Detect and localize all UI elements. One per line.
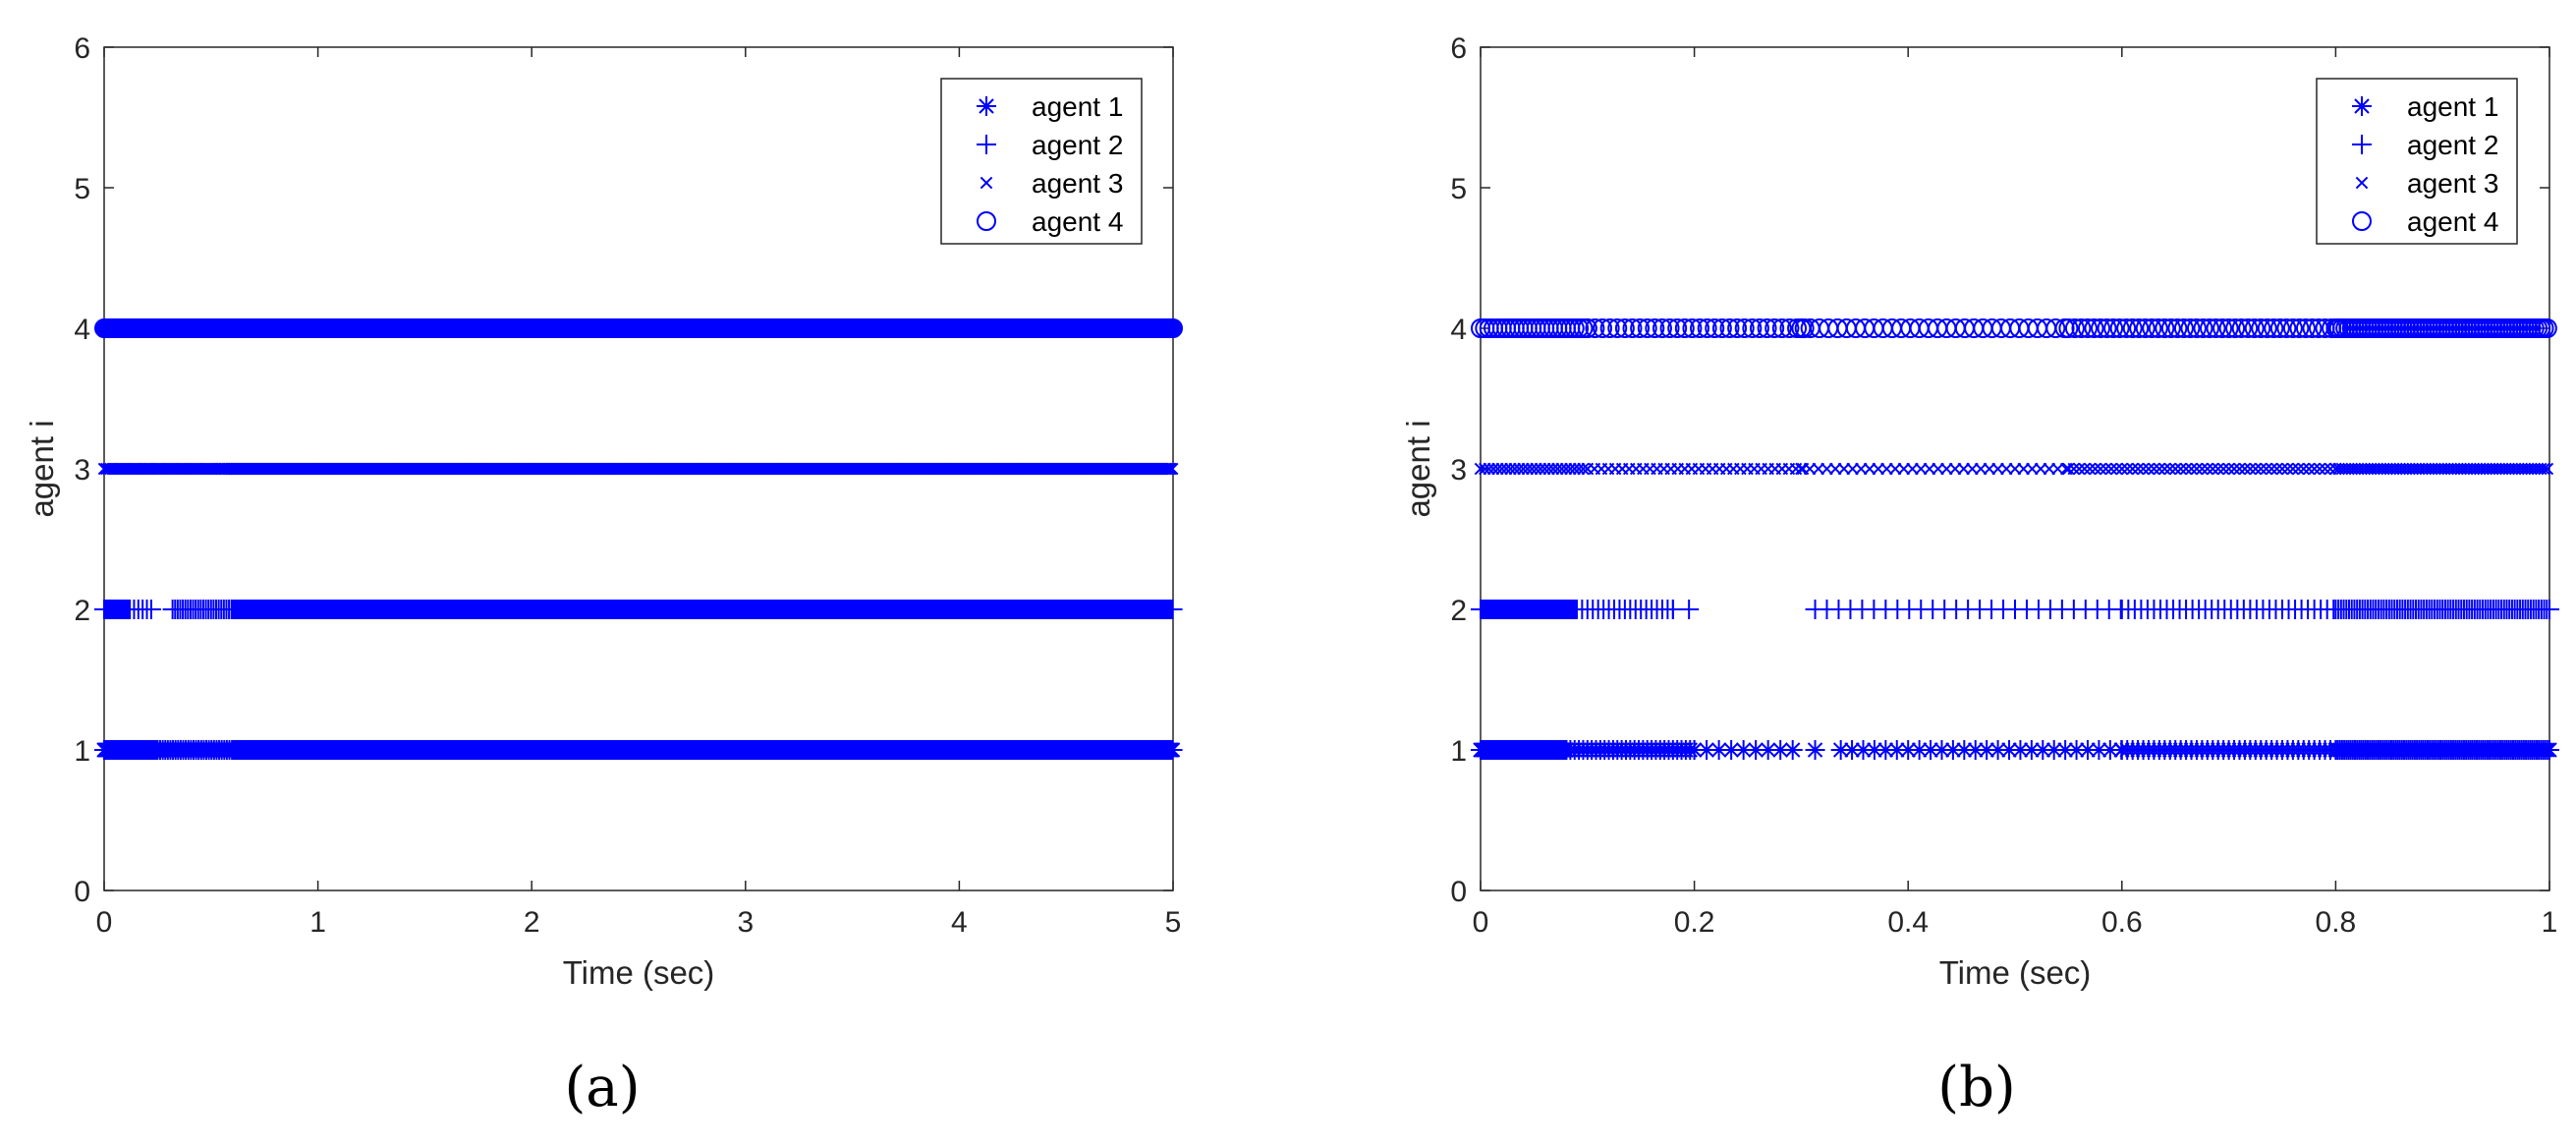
x-axis-label: Time (sec) [1939,954,2092,991]
x-tick-label: 0 [96,906,113,939]
x-tick-label: 0.8 [2316,906,2357,939]
x-tick-label: 0.2 [1674,906,1715,939]
data-point [1805,740,1825,760]
y-tick-label: 6 [74,32,90,65]
y-tick-label: 6 [1450,32,1467,65]
legend-entry: agent 3 [2407,168,2498,199]
series-plus [94,600,1183,619]
y-tick-label: 3 [1450,454,1467,487]
x-tick-label: 1 [2542,906,2558,939]
y-tick-label: 3 [74,454,90,487]
x-tick-label: 4 [951,906,968,939]
legend-entry: agent 4 [2407,206,2498,237]
y-tick-label: 5 [74,173,90,205]
legend-marker-asterisk [2352,96,2372,116]
x-tick-label: 0 [1473,906,1489,939]
series-asterisk [1471,740,2559,760]
panel-b: 0 0.2 0.4 0.6 0.8 1 0 1 2 3 4 5 6 Time (sec) agent i ag… [1400,32,2559,991]
legend-entry: agent 3 [1032,168,1123,199]
data-point [1162,740,1183,760]
legend-entry: agent 2 [1032,130,1123,160]
series-circle [94,318,1183,338]
y-tick-label: 0 [1450,876,1467,908]
y-axis-label: agent i [1400,420,1436,517]
y-tick-label: 2 [74,595,90,627]
y-tick-label: 1 [74,735,90,768]
y-axis-label: agent i [24,420,60,517]
y-tick-label: 5 [1450,173,1467,205]
x-tick-label: 5 [1165,906,1182,939]
x-tick-label: 2 [524,906,540,939]
y-tick-label: 4 [74,314,90,346]
data-point [2540,740,2559,760]
legend-entry: agent 1 [1032,91,1123,122]
y-tick-label: 1 [1450,735,1467,768]
y-tick-label: 2 [1450,595,1467,627]
series-cross [97,462,1179,476]
data-point [1782,740,1803,760]
x-tick-label: 1 [309,906,326,939]
legend-entry: agent 4 [1032,206,1123,237]
x-tick-label: 3 [737,906,754,939]
x-tick-label: 0.4 [1887,906,1929,939]
legend: agent 1 agent 2 agent 3 agent 4 [2316,78,2518,245]
caption-b: (b) [1937,1056,2016,1119]
legend-entry: agent 1 [2407,91,2498,122]
legend-marker-asterisk [977,96,996,116]
legend-entry: agent 2 [2407,130,2498,160]
caption-a: (a) [564,1056,640,1119]
y-tick-label: 0 [74,876,90,908]
x-tick-label: 0.6 [2101,906,2143,939]
y-tick-label: 4 [1450,314,1467,346]
legend: agent 1 agent 2 agent 3 agent 4 [940,78,1143,245]
series-asterisk [94,740,1183,760]
x-axis-label: Time (sec) [563,954,715,991]
